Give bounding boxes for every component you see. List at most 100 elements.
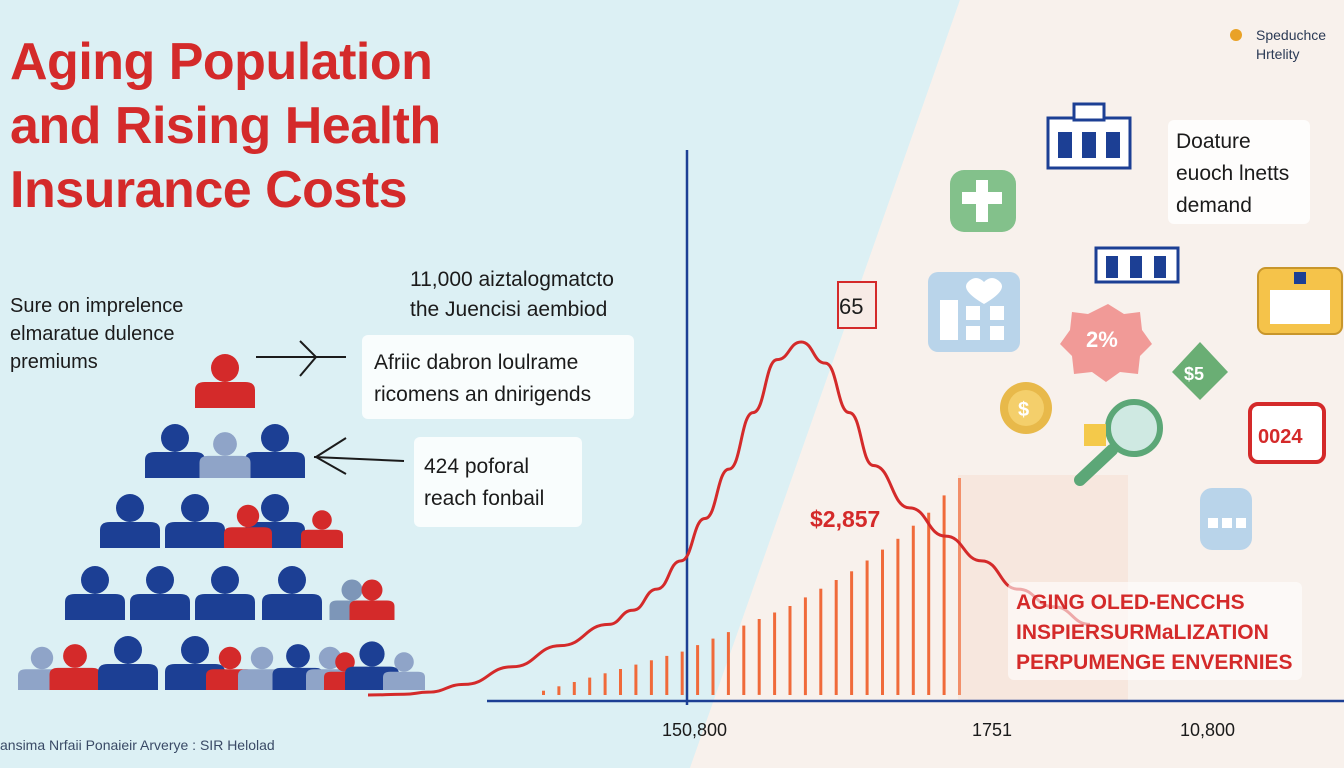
person-icon (262, 566, 322, 620)
counter-device-icon: 0024 (1248, 402, 1326, 464)
person-icon (245, 424, 305, 478)
callout-4-line-2: INSPIERSURMaLIZATION (1016, 621, 1269, 644)
callout-box-3: Doature euoch lnetts demand (1168, 120, 1310, 224)
calculator-icon (1200, 488, 1252, 550)
x-tick-label-2: 1751 (972, 720, 1012, 740)
cost-bar (726, 632, 730, 695)
side-note-line-3: premiums (10, 351, 98, 373)
person-icon (383, 652, 425, 690)
title-line-3: Insurance Costs (10, 161, 408, 219)
peak-label-flag: 65 (837, 281, 877, 329)
person-icon (145, 424, 205, 478)
cost-bar (742, 625, 746, 695)
cost-bar (881, 549, 884, 695)
cost-bar (696, 645, 700, 695)
callout-box-4: AGING OLED-ENCCHS INSPIERSURMaLIZATION P… (1008, 582, 1302, 680)
x-tick-label-1: 150,800 (662, 720, 727, 740)
callout-4-line-1: AGING OLED-ENCCHS (1016, 591, 1245, 614)
percent-badge-text: 2% (1086, 327, 1118, 352)
cost-bar (942, 495, 946, 695)
callout-3-line-3: demand (1176, 194, 1252, 217)
price-tag-text: $5 (1184, 364, 1204, 384)
cost-bar (757, 619, 761, 695)
medical-cross-icon (950, 170, 1016, 232)
person-icon (195, 354, 255, 408)
person-icon (100, 494, 160, 548)
top-note: 11,000 aiztalogmatcto the Juencisi aembi… (410, 265, 614, 325)
legend-dot-icon (1230, 29, 1242, 41)
cost-curve-line (367, 340, 1091, 697)
person-icon (224, 504, 272, 548)
cost-bar (680, 651, 684, 695)
cost-bar (665, 655, 669, 695)
cost-bar (819, 588, 823, 695)
cost-bar (865, 560, 869, 695)
cost-bar (557, 686, 561, 695)
person-icon (165, 494, 225, 548)
callout-4-line-3: PERPUMENGE ENVERNIES (1016, 651, 1293, 674)
callout-box-1: Afriic dabron loulrame ricomens an dniri… (362, 335, 634, 419)
cost-bar (572, 682, 576, 695)
cost-bar (927, 512, 931, 695)
person-icon (301, 510, 343, 548)
cost-bar (911, 525, 915, 695)
peak-label: 65 (839, 294, 863, 319)
callout-1-line-2: ricomens an dnirigends (374, 383, 592, 406)
title-line-2: and Rising Health (10, 97, 441, 155)
cost-bar (896, 538, 900, 695)
callout-2-line-2: reach fonbail (424, 487, 545, 510)
legend: Speduchce Hrtelity (1230, 26, 1327, 64)
bars-group (542, 478, 961, 696)
cost-bar (850, 571, 854, 695)
arrow-right-icon (256, 340, 346, 377)
person-icon (199, 432, 251, 478)
person-icon (195, 566, 255, 620)
side-note-line-1: Sure on imprelence (10, 295, 184, 317)
cost-bar (619, 669, 622, 695)
legend-line-1: Speduchce (1256, 27, 1327, 43)
callout-2-line-1: 424 poforal (424, 455, 530, 478)
cost-bar (603, 673, 607, 695)
price-tag-icon: $5 (1172, 342, 1228, 400)
percent-badge-icon: 2% (1060, 304, 1152, 382)
cost-bar (958, 478, 961, 695)
cost-bar (834, 580, 838, 695)
top-note-line-1: 11,000 aiztalogmatcto (410, 268, 614, 291)
person-icon (49, 644, 101, 690)
person-icon (98, 636, 158, 690)
dollar-seal-text: $ (1018, 399, 1029, 421)
footer-source: ansima Nrfaii Ponaieir Arverye : SIR Hel… (0, 737, 275, 753)
building-icon (1094, 246, 1180, 284)
cost-bar (773, 612, 777, 695)
person-icon (130, 566, 190, 620)
person-icon (65, 566, 125, 620)
dollar-seal-icon: $ (1000, 382, 1052, 434)
cost-bar (803, 597, 807, 696)
medical-bag-icon (1257, 267, 1343, 335)
person-icon (349, 579, 395, 620)
cost-bar (788, 606, 792, 695)
title-line-1: Aging Population (10, 33, 433, 91)
cost-label: $2,857 (810, 506, 880, 532)
side-note: Sure on imprelence elmaratue dulence pre… (10, 292, 183, 376)
hospital-icon (1046, 102, 1132, 170)
callout-3-line-2: euoch lnetts (1176, 162, 1290, 185)
cost-bar (634, 664, 638, 695)
cost-bar (711, 638, 715, 695)
callout-3-line-1: Doature (1176, 130, 1251, 153)
callout-box-2: 424 poforal reach fonbail (414, 437, 582, 527)
arrow-left-icon (313, 437, 405, 475)
side-note-line-2: elmaratue dulence (10, 323, 175, 345)
magnifier-icon (1074, 399, 1163, 486)
cost-bar (542, 690, 545, 695)
legend-line-2: Hrtelity (1256, 46, 1300, 62)
clinic-heart-icon (928, 272, 1020, 352)
page-title: Aging Population and Rising Health Insur… (10, 30, 441, 222)
cost-bar (588, 677, 592, 695)
top-note-line-2: the Juencisi aembiod (410, 298, 608, 321)
cost-bar (649, 660, 653, 695)
callout-1-line-1: Afriic dabron loulrame (374, 351, 579, 374)
